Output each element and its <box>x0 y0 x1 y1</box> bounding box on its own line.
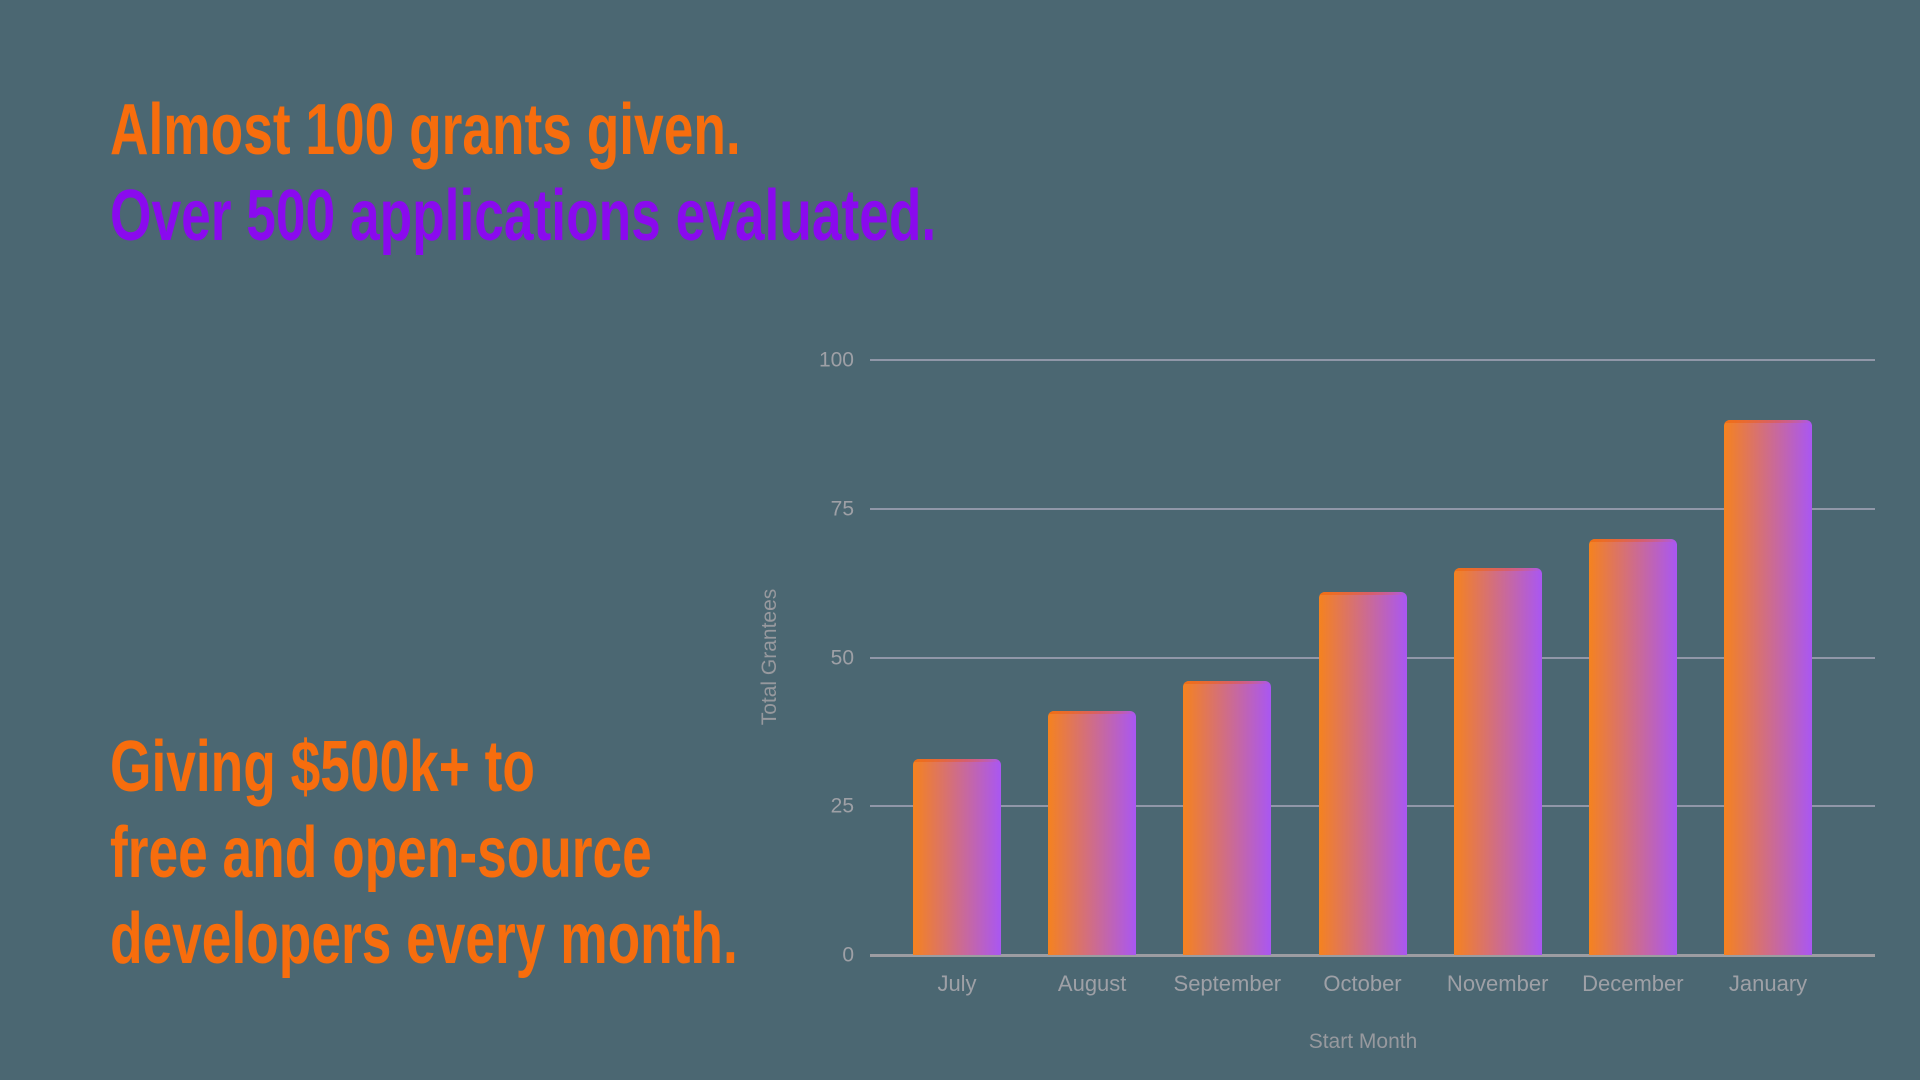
y-axis-title: Total Grantees <box>758 588 781 726</box>
x-tick-label-october: October <box>1323 971 1402 996</box>
x-tick-label-july: July <box>937 971 977 996</box>
giving-line-2: free and open-source <box>110 813 652 893</box>
x-tick-label-august: August <box>1057 971 1127 996</box>
x-tick-label-december: December <box>1582 971 1684 996</box>
bar-december <box>1588 538 1677 955</box>
giving-statement: Giving $500k+ to free and open-source de… <box>110 724 738 982</box>
y-tick-label-50: 50 <box>830 646 854 669</box>
giving-line-3: developers every month. <box>110 899 738 979</box>
gridline-75 <box>870 507 1875 510</box>
gridline-100 <box>870 359 1875 361</box>
y-tick-label-0: 0 <box>842 943 854 967</box>
bar-august <box>1048 711 1137 955</box>
x-axis-title: Start Month <box>1308 1030 1418 1053</box>
plot-area: 0 25 50 75 100 July August September October Nove… <box>819 345 1875 995</box>
hero-line-grants: Almost 100 grants given. <box>110 90 741 170</box>
x-tick-label-september: September <box>1173 971 1282 996</box>
x-tick-label-november: November <box>1446 971 1549 996</box>
bar-january <box>1724 419 1813 955</box>
bar-september <box>1183 681 1272 955</box>
gridline-0 <box>870 953 1875 957</box>
bar-october <box>1318 592 1407 955</box>
hero-line-applications: Over 500 applications evaluated. <box>110 176 937 256</box>
bar-november <box>1453 568 1542 955</box>
y-tick-label-75: 75 <box>830 497 854 521</box>
x-tick-label-january: January <box>1728 971 1808 996</box>
bar-july <box>913 758 1001 955</box>
y-tick-label-25: 25 <box>830 794 854 818</box>
hero-headline: Almost 100 grants given. Over 500 applic… <box>110 87 936 259</box>
giving-line-1: Giving $500k+ to <box>110 727 535 807</box>
y-tick-label-100: 100 <box>818 348 854 372</box>
